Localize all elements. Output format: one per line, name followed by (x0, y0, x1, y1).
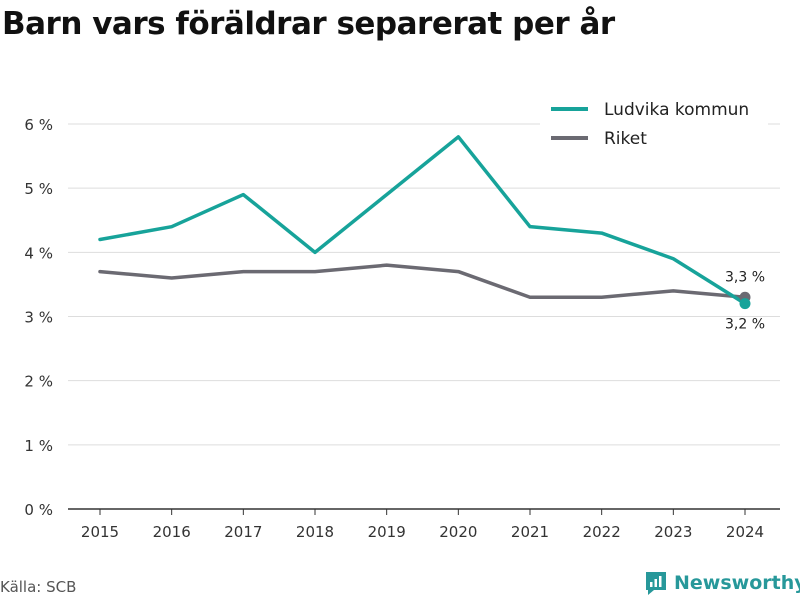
legend-label: Ludvika kommun (604, 100, 749, 120)
y-tick-label: 3 % (24, 309, 53, 327)
series-line-ludvika-kommun (98, 135, 747, 306)
x-tick-label: 2022 (583, 523, 621, 541)
legend-label: Riket (604, 129, 647, 149)
y-tick-label: 5 % (24, 180, 53, 198)
x-tick-label: 2018 (296, 523, 334, 541)
y-tick-label: 6 % (24, 116, 53, 134)
newsworthy-logo-icon (646, 572, 666, 595)
end-marker-ludvika (739, 298, 751, 310)
data-label-riket: 3,3 % (725, 269, 765, 285)
x-tick-label: 2020 (439, 523, 477, 541)
legend-box (540, 95, 768, 155)
x-tick-label: 2019 (368, 523, 406, 541)
series-line-riket (98, 263, 747, 299)
x-tick-label: 2023 (654, 523, 692, 541)
y-tick-label: 1 % (24, 437, 53, 455)
x-tick-label: 2016 (153, 523, 191, 541)
x-tick-label: 2021 (511, 523, 549, 541)
brand-logo[interactable]: Newsworthy (644, 570, 800, 596)
x-tick-label: 2017 (224, 523, 262, 541)
x-tick-label: 2024 (726, 523, 764, 541)
source-note: Källa: SCB (0, 578, 77, 596)
chart-title: Barn vars föräldrar separerat per år (2, 6, 615, 42)
y-tick-label: 0 % (24, 501, 53, 519)
y-tick-label: 4 % (24, 244, 53, 262)
data-label-ludvika: 3,2 % (725, 317, 765, 333)
y-tick-label: 2 % (24, 373, 53, 391)
brand-name: Newsworthy (674, 572, 800, 594)
x-tick-label: 2015 (81, 523, 119, 541)
